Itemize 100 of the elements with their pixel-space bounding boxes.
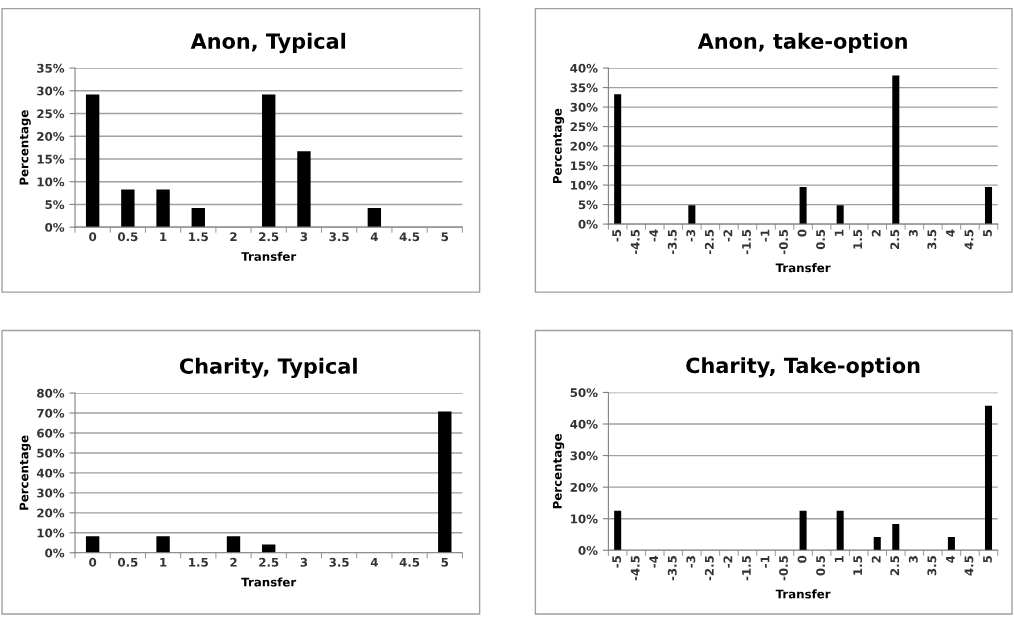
x-tick-label: 1.5 bbox=[189, 557, 208, 567]
y-axis-title: Percentage bbox=[19, 435, 31, 510]
y-tick-label: 40% bbox=[36, 468, 65, 478]
y-tick-label: 80% bbox=[37, 388, 65, 398]
x-tick-label: 3 bbox=[300, 557, 308, 567]
y-tick-label: 25% bbox=[570, 122, 598, 132]
y-tick-label: 20% bbox=[37, 508, 65, 518]
x-tick-label: 4 bbox=[370, 232, 378, 241]
x-tick-label: 0 bbox=[89, 557, 97, 567]
x-tick-label: -1 bbox=[760, 555, 770, 568]
x-tick-label: 4 bbox=[370, 557, 378, 567]
chart-title: Anon, Typical bbox=[190, 32, 346, 54]
bar bbox=[297, 151, 311, 228]
x-tick-label: -1.5 bbox=[742, 555, 751, 581]
x-tick-label: -2.5 bbox=[704, 229, 714, 255]
bar bbox=[688, 205, 696, 225]
y-tick-label: 20% bbox=[570, 482, 598, 492]
y-tick-label: 30% bbox=[570, 451, 598, 461]
x-tick-label: 2 bbox=[871, 229, 881, 237]
x-tick-label: 0.5 bbox=[816, 555, 826, 576]
x-axis-title: Transfer bbox=[775, 263, 831, 273]
y-tick-label: 20% bbox=[37, 131, 65, 141]
y-axis-title: Percentage bbox=[553, 108, 565, 183]
x-tick-label: 0 bbox=[89, 232, 97, 242]
x-tick-label: 2.5 bbox=[259, 232, 279, 242]
x-tick-label: 4.5 bbox=[399, 557, 420, 567]
y-tick-label: 5% bbox=[45, 200, 65, 210]
x-tick-label: -1 bbox=[760, 229, 770, 242]
bar bbox=[438, 411, 452, 553]
chart-title: Anon, take-option bbox=[697, 32, 907, 53]
x-tick-label: 2 bbox=[230, 557, 237, 567]
x-tick-label: -3.5 bbox=[667, 229, 677, 255]
x-tick-label: 2.5 bbox=[890, 229, 900, 249]
bar bbox=[799, 510, 807, 551]
x-tick-label: 0.5 bbox=[117, 557, 138, 567]
y-tick-label: 5% bbox=[578, 200, 598, 210]
y-tick-label: 15% bbox=[37, 154, 65, 164]
x-tick-label: 2.5 bbox=[890, 555, 900, 576]
x-tick-label: 4 bbox=[946, 229, 955, 237]
y-tick-label: 35% bbox=[570, 83, 598, 93]
bar bbox=[614, 94, 622, 225]
x-tick-label: 5 bbox=[983, 229, 992, 237]
bar bbox=[191, 208, 205, 228]
x-tick-label: 2.5 bbox=[259, 557, 279, 567]
y-axis-title: Percentage bbox=[553, 433, 565, 509]
y-tick-label: 60% bbox=[37, 428, 65, 438]
y-tick-label: 10% bbox=[571, 180, 598, 190]
x-tick-label: -3 bbox=[686, 556, 696, 568]
bar bbox=[121, 189, 135, 228]
y-tick-label: 0% bbox=[578, 219, 598, 229]
bar bbox=[367, 208, 382, 228]
x-tick-label: -4.5 bbox=[630, 555, 640, 581]
x-tick-label: 3 bbox=[300, 232, 308, 242]
bar bbox=[156, 536, 170, 553]
y-tick-label: 0% bbox=[45, 222, 65, 232]
x-tick-label: 1.5 bbox=[853, 229, 863, 249]
x-tick-label: 4.5 bbox=[399, 232, 420, 242]
y-tick-label: 35% bbox=[37, 63, 65, 73]
x-tick-label: -5 bbox=[612, 229, 622, 242]
x-tick-label: -4.5 bbox=[630, 229, 640, 255]
bar bbox=[836, 510, 844, 551]
bar bbox=[892, 75, 900, 225]
x-axis-title: Transfer bbox=[775, 589, 831, 599]
x-tick-label: -2 bbox=[723, 556, 733, 568]
x-tick-label: 3.5 bbox=[927, 555, 937, 576]
x-tick-label: 1.5 bbox=[853, 555, 863, 575]
x-tick-label: -0.5 bbox=[779, 229, 788, 255]
x-tick-label: -2 bbox=[723, 229, 733, 242]
x-tick-label: 0 bbox=[797, 555, 807, 563]
y-tick-label: 25% bbox=[37, 109, 65, 119]
x-axis-title: Transfer bbox=[241, 251, 297, 261]
x-tick-label: 3.5 bbox=[329, 557, 349, 567]
y-tick-label: 50% bbox=[37, 448, 65, 458]
bar bbox=[156, 189, 170, 228]
y-tick-label: 0% bbox=[45, 548, 65, 558]
y-tick-label: 70% bbox=[37, 408, 65, 418]
bar bbox=[85, 536, 100, 553]
x-tick-label: 2 bbox=[871, 556, 881, 563]
y-axis-title: Percentage bbox=[19, 110, 31, 185]
x-tick-label: 3.5 bbox=[927, 229, 937, 250]
x-tick-label: 1 bbox=[834, 229, 844, 236]
bar bbox=[873, 537, 881, 551]
y-tick-label: 10% bbox=[571, 514, 598, 524]
x-tick-label: 5 bbox=[441, 557, 449, 567]
x-tick-label: 3.5 bbox=[329, 232, 349, 242]
bar bbox=[984, 405, 993, 551]
y-tick-label: 20% bbox=[570, 141, 598, 151]
x-tick-label: -4 bbox=[649, 229, 659, 242]
x-tick-label: 5 bbox=[441, 232, 449, 242]
x-tick-label: -2.5 bbox=[704, 555, 714, 581]
bar bbox=[836, 205, 844, 225]
bar bbox=[799, 187, 807, 225]
x-tick-label: 4.5 bbox=[964, 555, 974, 576]
y-tick-label: 40% bbox=[570, 63, 598, 73]
chart-title: Charity, Typical bbox=[179, 357, 357, 379]
x-tick-label: 4.5 bbox=[964, 229, 974, 250]
x-axis-title: Transfer bbox=[241, 577, 297, 587]
x-tick-label: 0.5 bbox=[117, 232, 138, 242]
bar bbox=[947, 537, 955, 551]
x-tick-label: 3 bbox=[908, 229, 918, 237]
